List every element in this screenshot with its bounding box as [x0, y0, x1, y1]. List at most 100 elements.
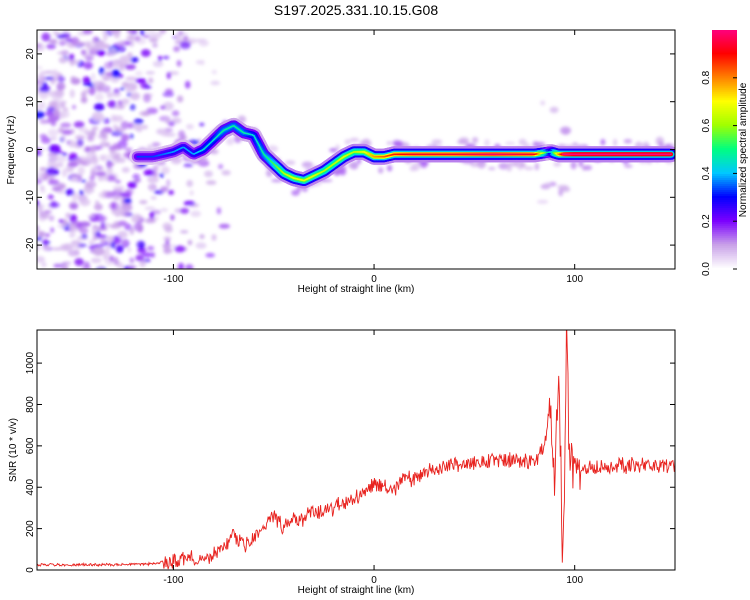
- colorbar-cell: [712, 191, 737, 194]
- y-tick-label: 800: [25, 396, 36, 413]
- noise-blob: [38, 91, 49, 99]
- y-tick-label: 0: [25, 567, 36, 573]
- colorbar-cell: [712, 219, 737, 222]
- halo-blob: [472, 137, 479, 144]
- noise-blob: [129, 39, 135, 48]
- noise-blob: [127, 265, 137, 269]
- noise-blob: [48, 39, 57, 43]
- noise-blob: [59, 100, 67, 104]
- colorbar-cell: [712, 101, 737, 105]
- noise-blob: [210, 80, 221, 86]
- colorbar-cell: [712, 149, 737, 153]
- colorbar-cell: [712, 89, 737, 93]
- colorbar-cell: [712, 245, 737, 248]
- noise-blob: [86, 188, 92, 195]
- noise-blob: [37, 110, 45, 119]
- noise-blob: [159, 173, 164, 178]
- noise-blob: [46, 119, 55, 124]
- noise-blob: [37, 73, 46, 83]
- noise-blob: [144, 206, 156, 210]
- noise-blob: [37, 103, 44, 111]
- snr-background: [37, 330, 675, 570]
- noise-blob: [56, 51, 68, 55]
- y-tick-label: 0: [25, 146, 36, 152]
- noise-blob: [82, 30, 93, 35]
- noise-blob: [56, 162, 64, 168]
- noise-blob: [211, 69, 217, 75]
- noise-blob: [88, 239, 95, 246]
- noise-blob: [126, 35, 136, 40]
- noise-blob: [73, 227, 78, 233]
- y-tick-label: -10: [25, 190, 36, 205]
- noise-blob: [204, 170, 213, 178]
- colorbar-tick-label: 0.2: [701, 214, 712, 228]
- colorbar-cell: [712, 201, 737, 204]
- colorbar-label: Normalized spectral amplitude: [738, 82, 749, 217]
- colorbar-cell: [712, 253, 737, 256]
- noise-blob: [37, 43, 46, 52]
- noise-blob: [51, 187, 62, 191]
- colorbar-cell: [712, 61, 737, 65]
- spectrogram-ridge: [129, 117, 675, 189]
- noise-blob: [140, 30, 145, 36]
- noise-blob: [160, 105, 166, 110]
- noise-blob: [149, 184, 155, 192]
- noise-blob: [93, 103, 105, 112]
- noise-blob: [147, 176, 159, 183]
- noise-blob: [183, 163, 194, 168]
- noise-blob: [39, 85, 50, 93]
- noise-blob: [45, 167, 57, 176]
- noise-blob: [44, 210, 52, 214]
- noise-blob: [102, 189, 107, 198]
- noise-blob: [79, 227, 89, 234]
- halo-blob: [198, 160, 210, 167]
- noise-blob: [91, 72, 96, 81]
- colorbar-cell: [712, 207, 737, 210]
- noise-blob: [94, 43, 102, 52]
- noise-blob: [154, 32, 163, 39]
- noise-blob: [148, 37, 159, 43]
- colorbar-cell: [712, 49, 737, 53]
- colorbar-cell: [712, 203, 737, 206]
- noise-blob: [179, 41, 191, 50]
- colorbar-cell: [712, 59, 737, 63]
- noise-blob: [162, 243, 172, 249]
- noise-blob: [142, 110, 150, 117]
- noise-blob: [60, 103, 66, 108]
- colorbar-cell: [712, 241, 737, 244]
- noise-blob: [58, 219, 64, 224]
- colorbar-cell: [712, 177, 737, 180]
- colorbar-tick-label: 0.0: [701, 262, 712, 276]
- noise-blob: [95, 92, 104, 102]
- colorbar-cell: [712, 199, 737, 202]
- noise-blob: [100, 237, 106, 245]
- colorbar-cell: [712, 79, 737, 83]
- noise-blob: [150, 33, 157, 40]
- halo-blob: [431, 139, 443, 145]
- colorbar-cell: [712, 189, 737, 192]
- y-tick-label: -20: [25, 237, 36, 252]
- noise-blob: [136, 127, 143, 133]
- noise-blob: [152, 171, 159, 178]
- noise-blob: [37, 231, 46, 238]
- noise-blob: [143, 84, 152, 90]
- noise-blob: [109, 48, 117, 56]
- noise-blob: [39, 133, 48, 139]
- noise-blob: [95, 200, 100, 204]
- noise-blob: [96, 85, 104, 92]
- noise-blob: [131, 216, 139, 223]
- colorbar-cell: [712, 97, 737, 101]
- noise-blob: [54, 150, 64, 155]
- colorbar-cell: [712, 37, 737, 41]
- noise-blob: [134, 178, 140, 183]
- noise-blob: [37, 204, 43, 213]
- noise-blob: [42, 82, 48, 88]
- noise-blob: [218, 163, 224, 170]
- colorbar-cell: [712, 71, 737, 75]
- noise-blob: [60, 264, 69, 269]
- noise-blob: [124, 64, 136, 70]
- noise-blob: [53, 109, 60, 118]
- noise-blob: [160, 208, 169, 212]
- noise-blob: [41, 32, 51, 42]
